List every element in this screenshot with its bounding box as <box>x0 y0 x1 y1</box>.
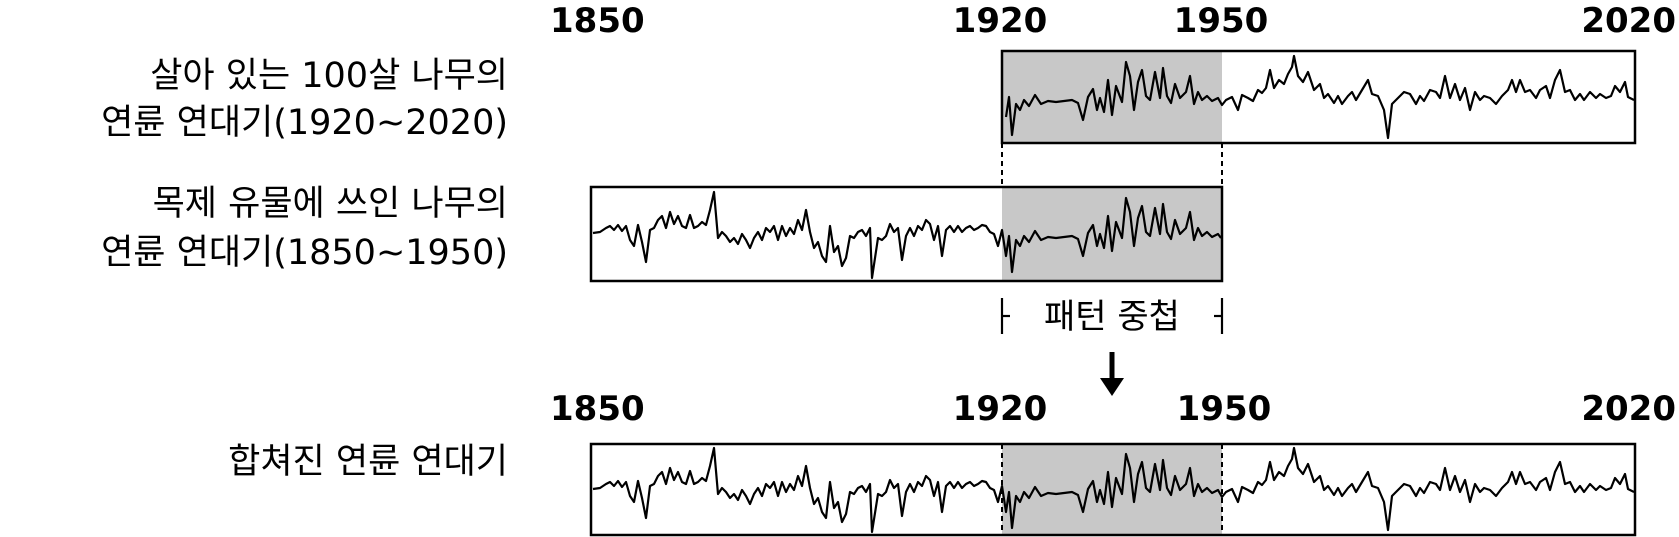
artifact-label-line1: 목제 유물에 쓰인 나무의 <box>153 184 508 224</box>
middle-box-border <box>589 185 1224 283</box>
artifact-chronology-box <box>589 185 1224 283</box>
living-tree-label-line1: 살아 있는 100살 나무의 <box>150 56 508 96</box>
top-year-2020: 2020 <box>1581 1 1676 41</box>
artifact-label-line2: 연륜 연대기(1850~1950) <box>101 233 508 273</box>
down-arrow-icon <box>1100 352 1124 396</box>
bottom-overlap-shade <box>1002 444 1222 535</box>
top-box-border <box>1000 49 1637 145</box>
top-year-1950: 1950 <box>1174 1 1269 41</box>
bottom-year-1850: 1850 <box>550 389 645 429</box>
overlap-label: 패턴 중첩 <box>1044 297 1180 337</box>
middle-overlap-shade <box>1002 187 1222 281</box>
top-year-1850: 1850 <box>550 1 645 41</box>
combined-label: 합쳐진 연륜 연대기 <box>228 442 508 482</box>
combined-ring-series <box>592 446 1635 534</box>
middle-ring-series <box>592 190 1222 280</box>
top-year-1920: 1920 <box>953 1 1048 41</box>
combined-chronology-box <box>589 442 1637 537</box>
bottom-year-1920: 1920 <box>953 389 1048 429</box>
living-tree-chronology-box <box>1000 49 1637 145</box>
bottom-year-1950: 1950 <box>1177 389 1272 429</box>
bottom-box-border <box>589 442 1637 537</box>
top-ring-series <box>1004 54 1635 140</box>
bottom-year-2020: 2020 <box>1581 389 1676 429</box>
overlap-bracket <box>1000 298 1224 334</box>
living-tree-label-line2: 연륜 연대기(1920~2020) <box>101 103 508 143</box>
top-overlap-shade <box>1002 51 1222 143</box>
